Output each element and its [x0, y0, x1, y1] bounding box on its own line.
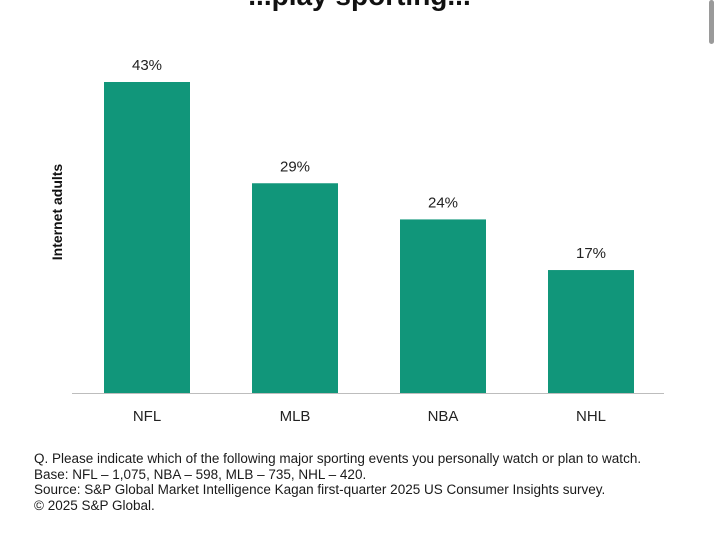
bar-mlb	[252, 183, 338, 393]
x-tick-label-nhl: NHL	[576, 408, 606, 425]
x-tick-label-nba: NBA	[428, 408, 459, 425]
data-label-nba: 24%	[428, 194, 458, 211]
survey-base: Base: NFL – 1,075, NBA – 598, MLB – 735,…	[34, 466, 367, 482]
data-label-nhl: 17%	[576, 245, 606, 262]
chart-title-fragment: ...play sporting...	[0, 0, 719, 12]
data-label-nfl: 43%	[132, 57, 162, 74]
x-tick-label-nfl: NFL	[133, 408, 161, 425]
data-label-mlb: 29%	[280, 158, 310, 175]
bar-nfl	[104, 82, 190, 393]
bar-nhl	[548, 270, 634, 393]
chart-notes: Q. Please indicate which of the followin…	[34, 451, 704, 513]
bar-nba	[400, 219, 486, 393]
bar-chart: Internet adults 43% NFL 29% MLB 24% NBA 17% NHL	[49, 57, 664, 425]
scrollbar-thumb[interactable]	[709, 0, 714, 44]
x-tick-label-mlb: MLB	[280, 408, 311, 425]
survey-question: Q. Please indicate which of the followin…	[34, 451, 642, 466]
y-axis-label: Internet adults	[49, 164, 65, 261]
copyright-note: © 2025 S&P Global.	[34, 497, 155, 513]
source-note: Source: S&P Global Market Intelligence K…	[34, 482, 606, 497]
